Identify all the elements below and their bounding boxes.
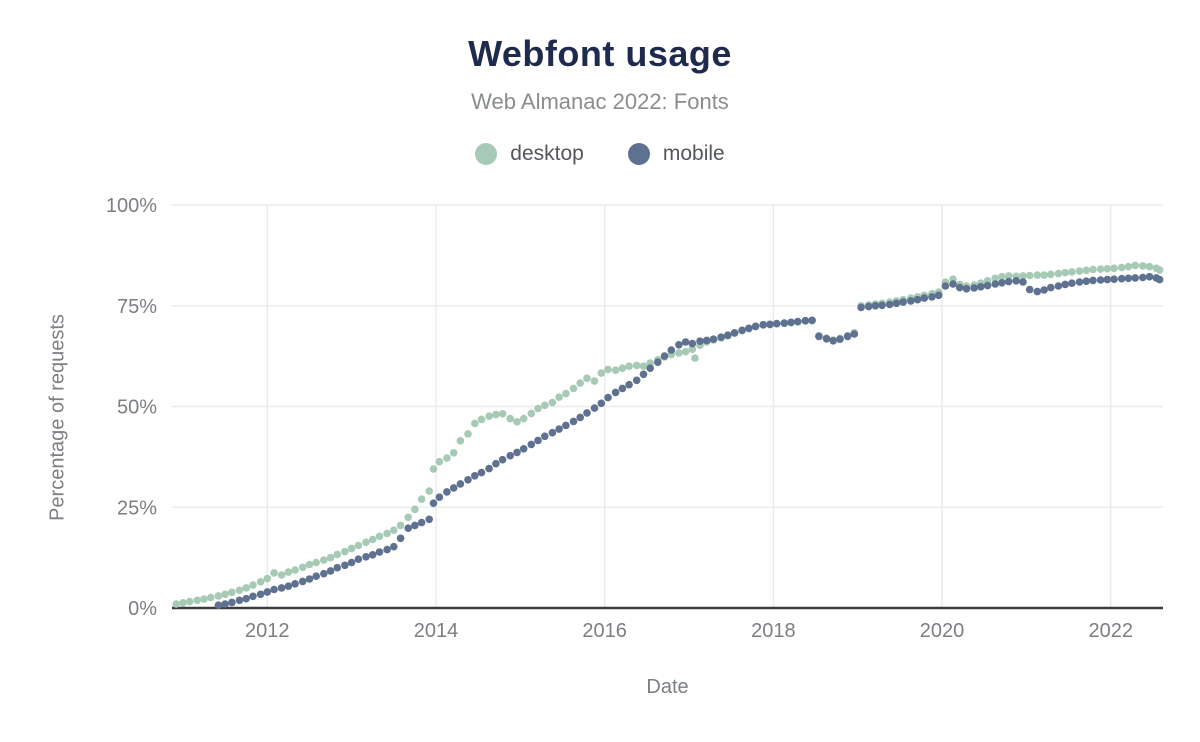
svg-text:2018: 2018	[751, 620, 796, 642]
legend: desktop mobile	[0, 142, 1200, 166]
mobile-series[interactable]	[214, 272, 1164, 609]
desktop-swatch-icon	[475, 143, 498, 165]
y-tick-labels: 0% 25% 50% 75% 100%	[106, 195, 157, 620]
chart-title: Webfont usage	[468, 33, 732, 74]
legend-label-mobile: mobile	[662, 142, 725, 165]
svg-text:2012: 2012	[245, 620, 290, 642]
y-axis-title: Percentage of requests	[46, 314, 69, 521]
svg-text:75%: 75%	[117, 296, 157, 318]
legend-label-desktop: desktop	[510, 142, 584, 165]
x-axis-title: Date	[646, 676, 689, 698]
mobile-swatch-icon	[627, 143, 650, 165]
svg-text:0%: 0%	[128, 598, 157, 620]
legend-item-desktop[interactable]: desktop	[475, 142, 584, 166]
svg-text:2014: 2014	[414, 620, 459, 642]
svg-text:25%: 25%	[117, 497, 157, 519]
gridlines	[172, 204, 1163, 608]
svg-text:50%: 50%	[117, 397, 157, 419]
desktop-series[interactable]	[172, 261, 1164, 608]
svg-text:2016: 2016	[582, 620, 627, 642]
svg-text:2020: 2020	[920, 620, 965, 642]
svg-text:2022: 2022	[1088, 620, 1133, 642]
legend-item-mobile[interactable]: mobile	[627, 142, 725, 166]
x-tick-labels: 2012 2014 2016 2018 2020 2022	[245, 620, 1133, 642]
svg-text:100%: 100%	[106, 195, 157, 217]
chart-subtitle: Web Almanac 2022: Fonts	[471, 89, 729, 114]
